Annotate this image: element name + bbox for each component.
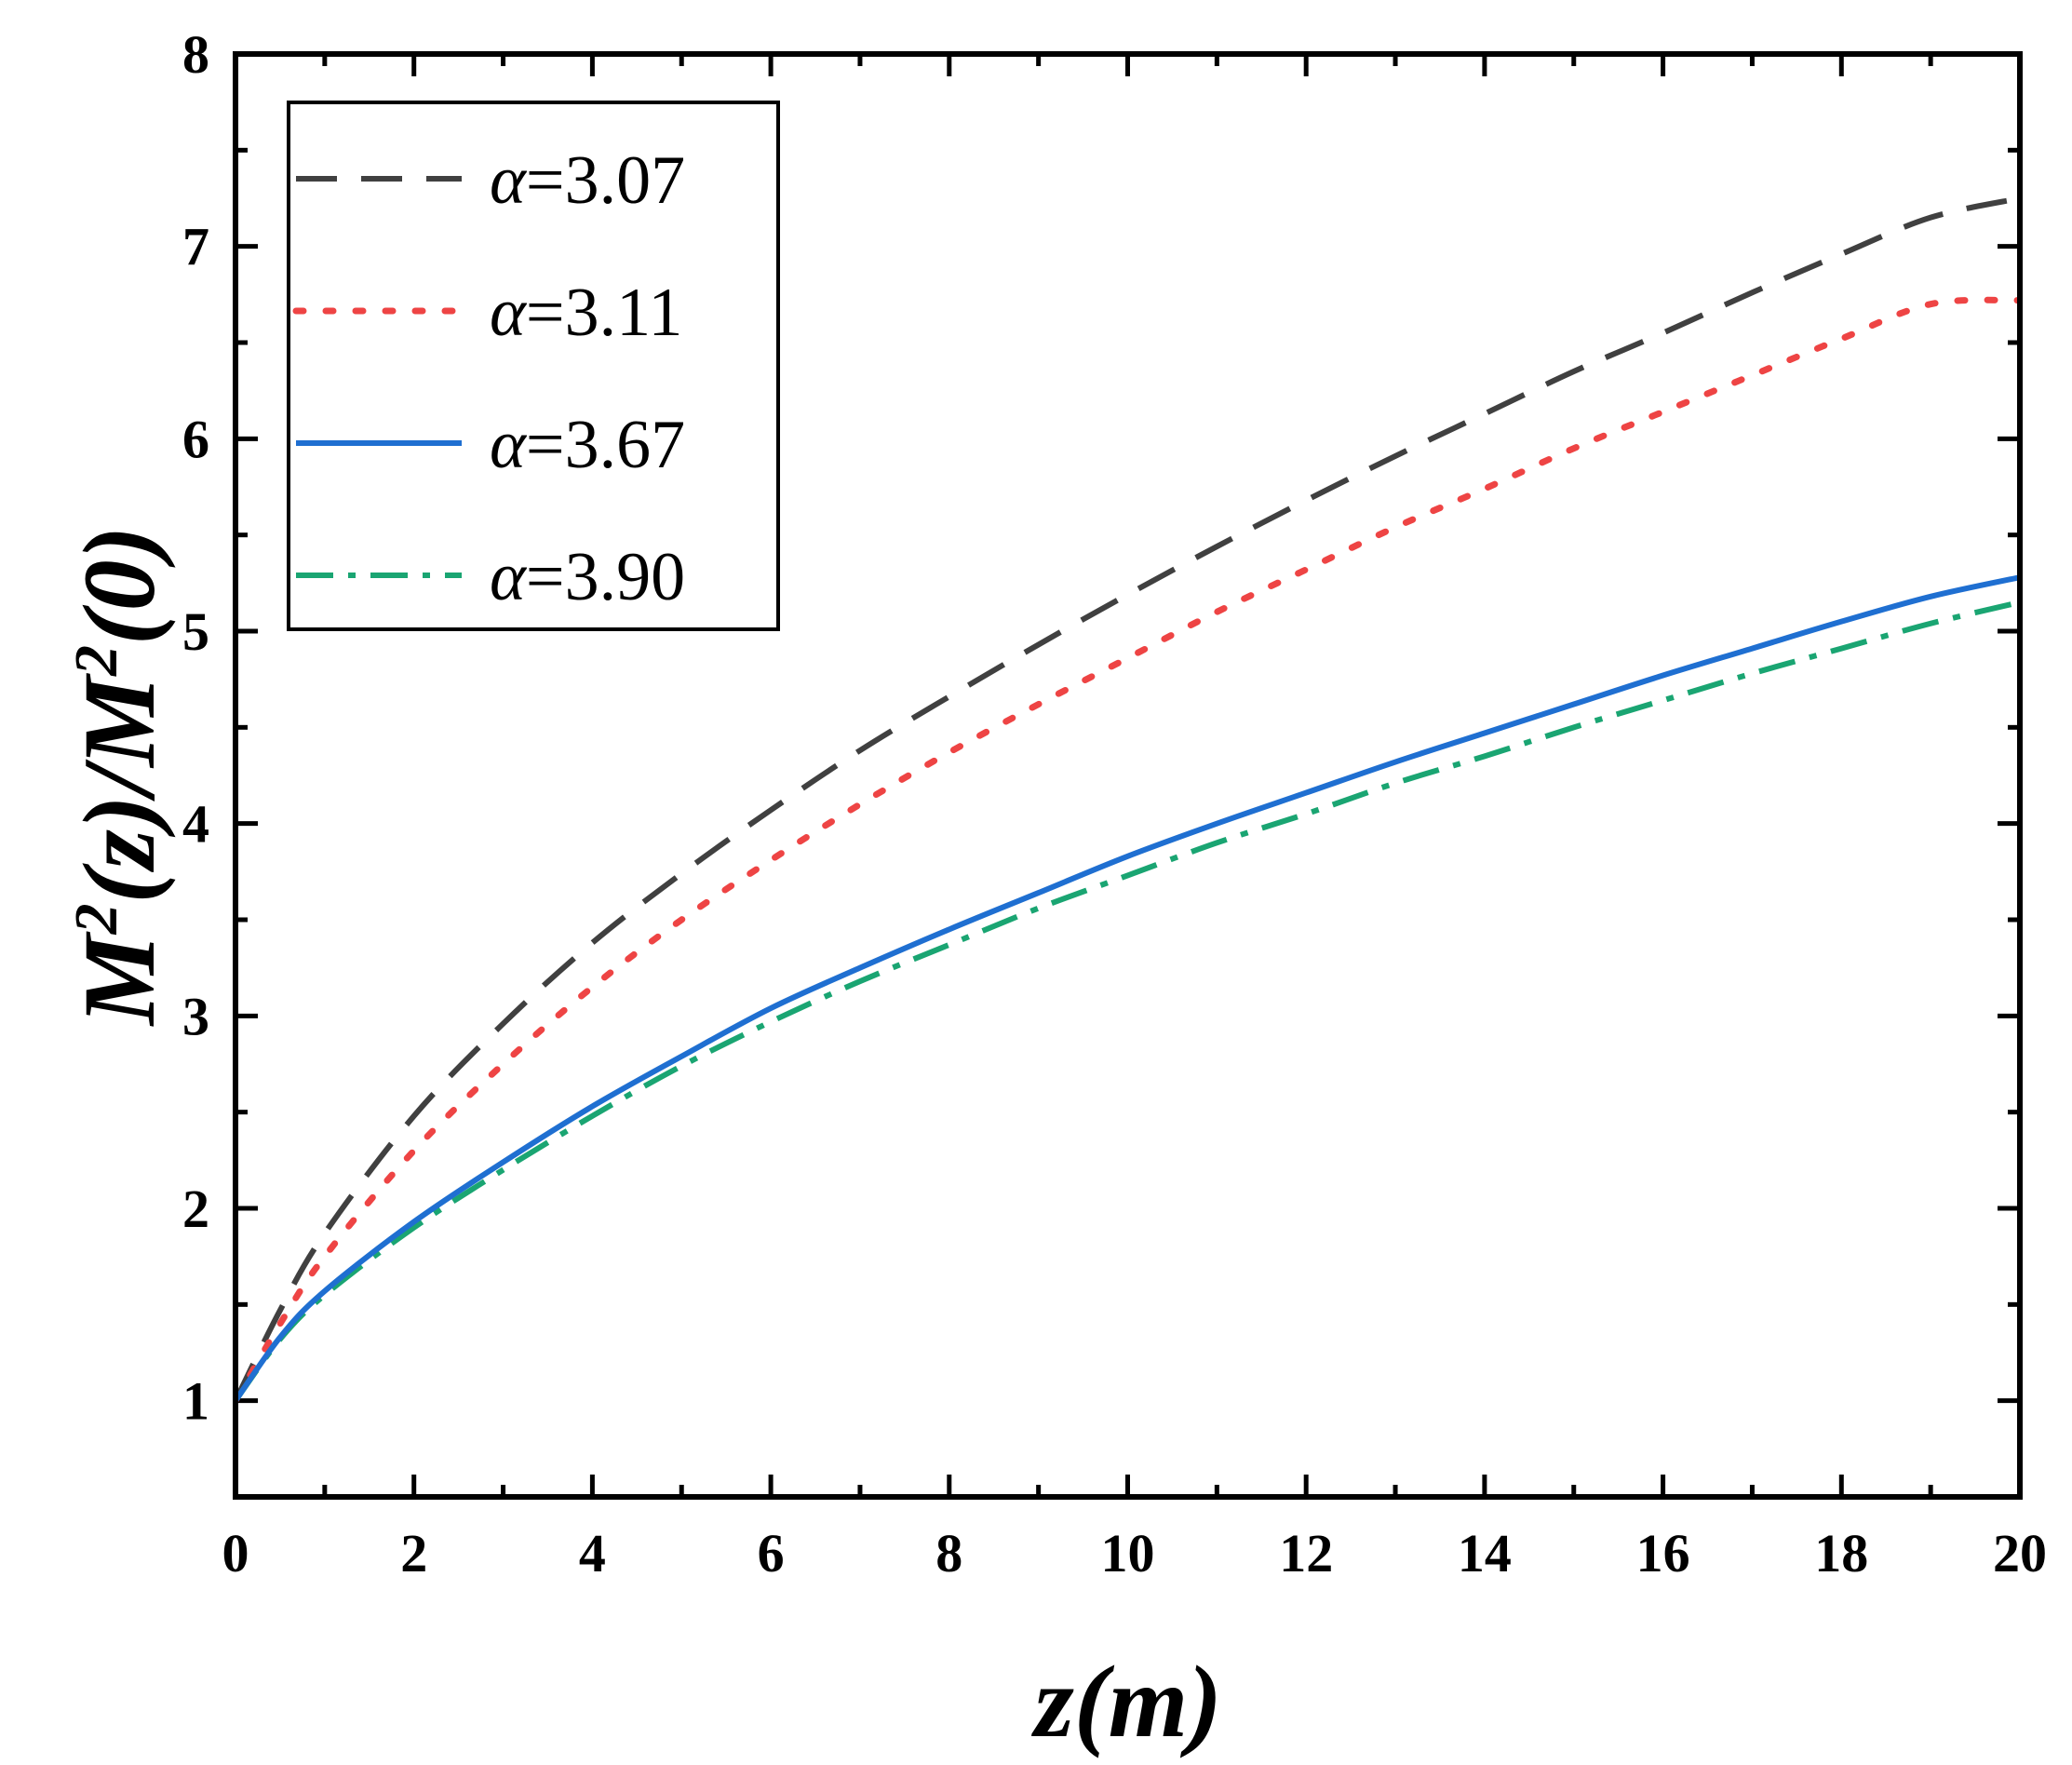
y-tick-label: 5	[182, 601, 209, 662]
x-tick-labels: 0 2 4 6 8 10 12 14 16 18 20	[222, 1523, 2048, 1583]
x-axis-title: z(m)	[1030, 1645, 1222, 1758]
y-tick-label: 4	[182, 794, 209, 855]
y-title-sup1: 2	[62, 903, 130, 935]
legend-alpha-symbol: α	[490, 407, 528, 483]
plot-frame	[233, 51, 2023, 1500]
series-line-311	[235, 296, 2020, 1405]
x-tick-label: 16	[1636, 1523, 1690, 1583]
legend-label: α=3.07	[490, 142, 685, 219]
series-lines	[235, 195, 2020, 1405]
y-tick-label: 2	[182, 1179, 209, 1239]
x-tick-label: 0	[222, 1523, 249, 1583]
x-tick-label: 2	[400, 1523, 427, 1583]
legend-alpha-value: =3.90	[526, 539, 685, 615]
x-tick-label: 6	[758, 1523, 785, 1583]
x-tick-label: 10	[1101, 1523, 1155, 1583]
series-line-307	[235, 195, 2020, 1402]
series-line-390	[235, 600, 2020, 1403]
legend-alpha-value: =3.11	[526, 275, 683, 351]
y-tick-label: 1	[182, 1371, 209, 1432]
x-tick-label: 20	[1993, 1523, 2047, 1583]
x-tick-label: 12	[1279, 1523, 1333, 1583]
y-title-m1: M	[62, 931, 176, 1027]
legend-alpha-symbol: α	[490, 275, 528, 351]
legend-alpha-value: =3.67	[526, 407, 685, 483]
legend-box	[287, 101, 780, 631]
legend: α=3.07α=3.11α=3.67α=3.90	[287, 101, 780, 631]
legend-label: α=3.90	[490, 539, 685, 615]
legend-alpha-value: =3.07	[526, 142, 685, 219]
y-title-mid: (z)/	[62, 759, 176, 903]
y-tick-label: 7	[182, 217, 209, 277]
y-title-sup2: 2	[62, 645, 130, 677]
x-tick-label: 4	[579, 1523, 606, 1583]
x-tick-label: 14	[1458, 1523, 1512, 1583]
series-line-367	[235, 574, 2020, 1403]
y-tick-label: 3	[182, 986, 209, 1046]
y-title-end: (0)	[62, 526, 176, 645]
y-tick-labels: 1 2 3 4 5 6 7 8	[182, 24, 209, 1432]
y-tick-label: 8	[182, 24, 209, 85]
y-axis-title: M2(z)/M2(0)	[62, 526, 176, 1028]
legend-label: α=3.11	[490, 275, 682, 351]
x-tick-label: 8	[935, 1523, 962, 1583]
y-tick-label: 6	[182, 409, 209, 469]
legend-label: α=3.67	[490, 407, 685, 483]
legend-alpha-symbol: α	[490, 539, 528, 615]
legend-alpha-symbol: α	[490, 142, 528, 219]
x-tick-label: 18	[1814, 1523, 1868, 1583]
y-title-m2: M	[62, 673, 176, 769]
